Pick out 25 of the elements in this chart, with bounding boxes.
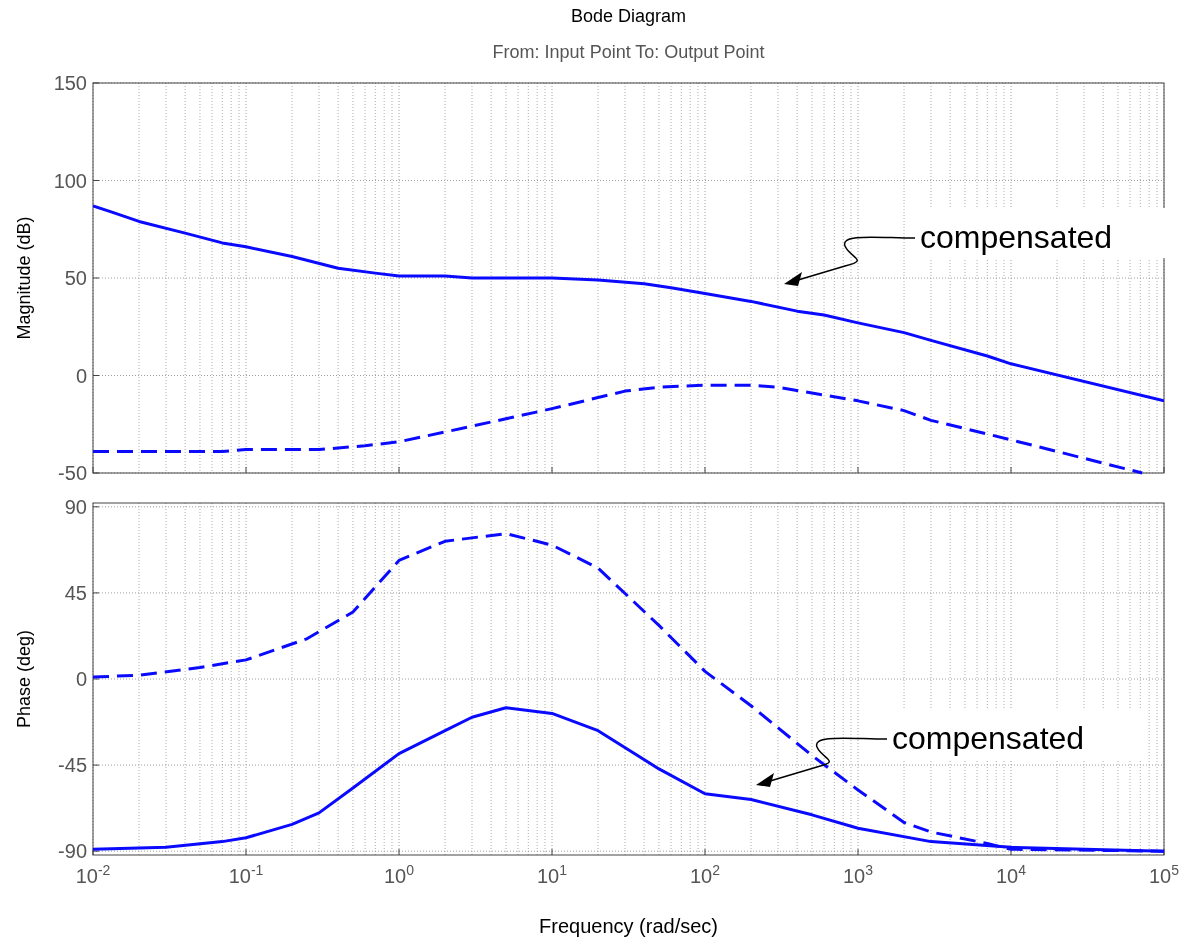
y-tick-label: 150 xyxy=(53,72,87,94)
chart-subtitle: From: Input Point To: Output Point xyxy=(492,42,765,62)
y-tick-label: 0 xyxy=(75,364,87,387)
y-tick-label: 50 xyxy=(64,267,87,289)
y-tick-label: 100 xyxy=(53,169,87,192)
annotation: compensated xyxy=(892,720,1085,756)
x-tick-label: 10$^{-2}$ xyxy=(75,862,111,887)
y-tick-label: -45 xyxy=(58,754,87,777)
y-tick-label: 90 xyxy=(64,495,87,518)
x-tick-label: 10$^{-1}$ xyxy=(228,862,264,887)
x-axis-title: Frequency (rad/sec) xyxy=(539,915,718,937)
annotation: compensated xyxy=(920,219,1113,255)
x-tick-label: 10$^{5}$ xyxy=(1148,862,1180,887)
chart-title: Bode Diagram xyxy=(570,6,687,26)
y-tick-label: -50 xyxy=(58,462,87,484)
y-axis-title: Phase (deg) xyxy=(14,629,34,729)
x-tick-label: 10$^{3}$ xyxy=(842,862,874,887)
x-tick-label: 10$^{2}$ xyxy=(689,862,721,887)
x-tick-label: 10$^{1}$ xyxy=(536,862,568,887)
y-tick-label: 0 xyxy=(75,668,87,690)
y-tick-label: 45 xyxy=(64,581,87,604)
x-tick-label: 10$^{4}$ xyxy=(995,862,1027,887)
x-tick-label: 10$^{0}$ xyxy=(383,862,415,887)
y-axis-title: Magnitude (dB) xyxy=(14,216,34,340)
y-tick-label: -90 xyxy=(58,840,87,863)
